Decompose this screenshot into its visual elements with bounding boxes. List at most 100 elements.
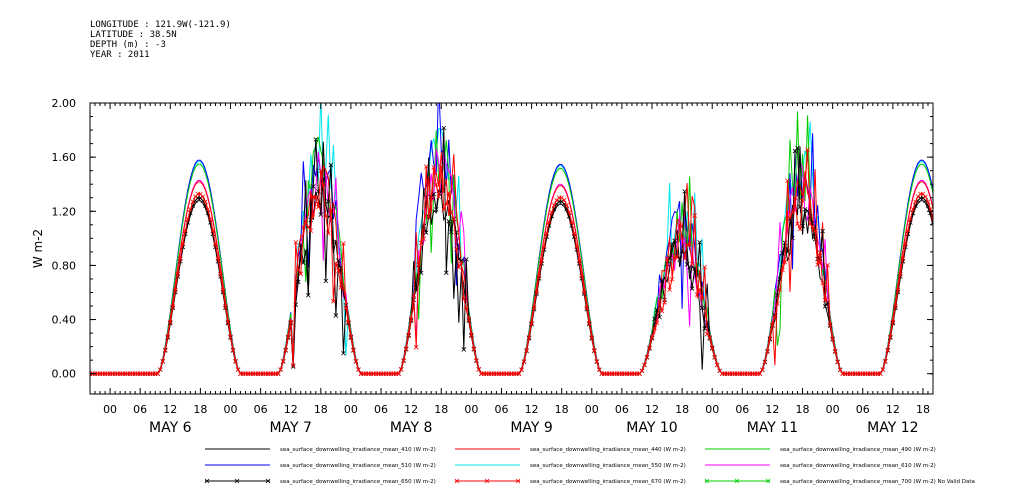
x-day-label: MAY 9 — [510, 420, 552, 436]
series-marker — [288, 319, 293, 325]
x-tick-label: 06 — [494, 403, 508, 416]
series-marker — [649, 335, 655, 340]
series-marker — [672, 238, 677, 243]
series-marker — [398, 367, 404, 372]
series-marker — [318, 168, 324, 174]
series-marker — [597, 367, 602, 372]
y-tick-label: 0.40 — [52, 314, 77, 327]
series-marker — [521, 359, 527, 364]
series-marker — [333, 261, 339, 266]
series-marker — [311, 184, 316, 189]
series-marker — [903, 241, 908, 247]
series-marker — [218, 271, 223, 277]
series-marker — [822, 298, 828, 303]
series-marker — [586, 320, 592, 326]
series-marker — [642, 362, 647, 368]
series-marker — [594, 359, 600, 364]
series-marker — [303, 218, 309, 224]
series-marker — [210, 228, 216, 233]
series-marker — [546, 219, 552, 225]
x-tick-label: 00 — [103, 403, 117, 416]
series-marker — [180, 241, 186, 247]
series-marker — [775, 301, 780, 307]
series-marker — [900, 256, 906, 261]
series-marker — [802, 182, 808, 188]
series-marker — [516, 371, 522, 376]
series-marker — [408, 317, 414, 322]
series-marker — [461, 347, 467, 352]
series-marker — [677, 222, 682, 227]
series-marker — [687, 264, 692, 270]
series-marker — [682, 256, 687, 261]
legend-marker — [704, 478, 710, 484]
x-tick-label: 12 — [765, 403, 779, 416]
series-marker — [526, 335, 532, 340]
series-marker — [519, 367, 524, 372]
series-marker — [280, 358, 286, 364]
x-tick-label: 06 — [615, 403, 629, 416]
series-marker — [326, 231, 331, 236]
series-marker — [203, 199, 208, 205]
series-marker — [684, 242, 690, 248]
series-marker — [295, 267, 301, 273]
series-marker — [285, 334, 291, 340]
legend: sea_surface_downwelling_irradiance_mean_… — [204, 447, 975, 485]
series-marker — [205, 206, 211, 212]
series-marker — [433, 182, 439, 188]
series-marker — [807, 222, 813, 227]
series-marker — [802, 207, 808, 212]
series-marker — [785, 178, 790, 184]
series-marker — [551, 202, 557, 208]
series-marker — [709, 345, 715, 351]
x-tick-label: 06 — [735, 403, 749, 416]
series-marker — [168, 319, 173, 325]
series-marker — [795, 145, 800, 151]
series-marker — [305, 224, 311, 230]
series-marker — [888, 334, 893, 340]
series-marker — [652, 325, 657, 331]
series-marker — [225, 319, 231, 325]
x-tick-label: 00 — [464, 403, 478, 416]
series-marker — [810, 224, 815, 229]
series-marker — [162, 347, 168, 353]
y-tick-label: 1.20 — [52, 205, 77, 218]
series-marker — [757, 371, 763, 376]
series-marker — [464, 257, 469, 262]
series-marker — [574, 244, 580, 249]
series-marker — [449, 210, 454, 215]
series-marker — [423, 230, 429, 235]
plot-content — [90, 103, 933, 376]
legend-marker — [265, 478, 271, 484]
legend-item: sea_surface_downwelling_irradiance_mean_… — [705, 463, 936, 469]
series-marker — [464, 306, 469, 311]
year-text: YEAR : 2011 — [90, 50, 150, 60]
series-marker — [820, 228, 825, 234]
series-marker — [832, 348, 838, 354]
series-marker — [895, 288, 901, 293]
series-marker — [443, 270, 449, 276]
series-marker — [459, 260, 464, 265]
series-marker — [581, 289, 587, 295]
legend-label: sea_surface_downwelling_irradiance_mean_… — [280, 447, 436, 453]
x-tick-label: 18 — [796, 403, 810, 416]
series-marker — [441, 125, 447, 131]
x-day-label: MAY 8 — [390, 420, 432, 436]
series-marker — [466, 317, 472, 322]
series-marker — [765, 348, 770, 354]
series-marker — [323, 213, 329, 219]
x-tick-label: 18 — [434, 403, 448, 416]
depth-text: DEPTH (m) : -3 — [90, 40, 166, 50]
legend-marker — [734, 478, 740, 484]
series-marker — [905, 228, 911, 233]
series-marker — [353, 358, 359, 364]
series-marker — [303, 248, 309, 254]
legend-item: sea_surface_downwelling_irradiance_mean_… — [205, 463, 436, 469]
series-marker — [474, 358, 479, 363]
series-marker — [667, 287, 672, 292]
series-marker — [694, 292, 700, 297]
series-marker — [338, 285, 344, 290]
x-day-label: MAY 10 — [626, 420, 677, 436]
legend-marker — [204, 478, 210, 484]
y-tick-label: 0.80 — [52, 259, 77, 272]
